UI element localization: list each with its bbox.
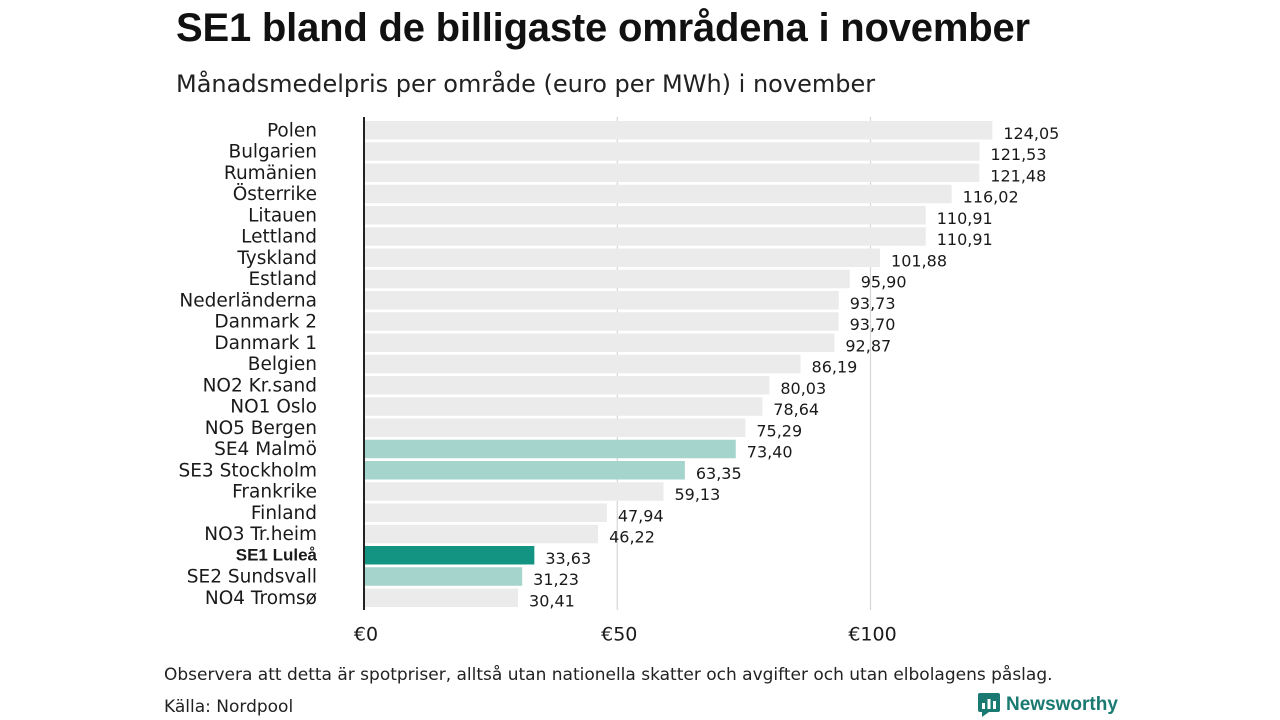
category-label: SE1 Luleå [236,546,318,565]
value-label: 110,91 [937,230,993,249]
value-label: 121,48 [990,166,1046,185]
category-label: Litauen [248,205,317,226]
category-label: NO1 Oslo [230,397,317,418]
bar [364,269,850,289]
category-label: Österrike [233,183,317,205]
value-label: 31,23 [533,570,579,589]
bar [364,354,801,374]
bar [364,121,993,140]
value-label: 75,29 [756,421,802,440]
value-label: 80,03 [780,379,826,398]
value-label: 78,64 [773,400,819,419]
category-label: NO3 Tr.heim [204,524,317,545]
newsworthy-logo-icon [978,693,1000,717]
category-label: Nederländerna [179,290,317,311]
value-label: 110,91 [937,209,993,228]
chart-title: SE1 bland de billigaste områdena i novem… [176,6,1030,50]
value-label: 93,73 [850,294,896,313]
bar [364,333,835,352]
value-label: 121,53 [991,145,1047,164]
brand-name: Newsworthy [1006,694,1118,715]
value-label: 93,70 [850,315,896,334]
category-label: SE4 Malmö [214,439,317,460]
bar [364,503,607,522]
bar [364,567,523,586]
category-label: Estland [248,269,317,290]
bar [364,439,736,459]
category-label: NO2 Kr.sand [203,375,317,396]
bar [364,418,746,437]
category-label: SE2 Sundsvall [187,567,317,588]
category-label: Tyskland [236,248,317,269]
bar [364,397,763,416]
chart-subtitle: Månadsmedelpris per område (euro per MWh… [176,70,876,98]
bar [364,248,881,267]
category-label: NO5 Bergen [205,418,317,439]
bar [364,227,926,246]
category-label: Belgien [248,354,317,375]
bar [364,588,519,607]
bar [364,312,839,331]
value-label: 101,88 [891,251,947,270]
bar [364,546,535,565]
category-label: Lettland [241,227,317,248]
brand-logo[interactable]: Newsworthy [978,693,1118,717]
category-label: Frankrike [232,482,317,503]
category-label: Polen [267,120,317,141]
value-label: 59,13 [674,485,720,504]
category-label: Danmark 1 [214,333,317,354]
bar [364,376,770,395]
bar [364,482,664,501]
x-tick-label: €0 [354,624,378,646]
category-label: NO4 Tromsø [205,588,317,609]
source-note: Källa: Nordpool [164,697,294,717]
bar [364,291,839,310]
category-label: Finland [251,503,317,524]
category-label: Rumänien [224,163,317,184]
category-label: Bulgarien [229,142,318,163]
value-label: 86,19 [812,358,858,377]
bar [364,142,980,161]
bar [364,206,926,225]
value-label: 47,94 [618,506,664,525]
value-label: 124,05 [1003,124,1059,143]
bar [364,163,980,182]
x-tick-label: €50 [601,624,637,646]
x-tick-label: €100 [848,624,896,646]
footnote: Observera att detta är spotpriser, allts… [164,665,1053,685]
bar-chart: Polen 124,05 Bulgarien 121,53 Rumänien 121,48… [179,117,1059,646]
value-label: 30,41 [529,591,575,610]
bar [364,524,599,544]
bar [364,461,685,480]
category-label: Danmark 2 [214,312,317,333]
value-label: 73,40 [747,443,793,462]
value-label: 92,87 [845,336,891,355]
value-label: 33,63 [545,549,591,568]
value-label: 46,22 [609,528,655,547]
bar [364,184,952,204]
category-label: SE3 Stockholm [179,460,318,481]
value-label: 95,90 [861,273,907,292]
value-label: 63,35 [696,464,742,483]
value-label: 116,02 [963,188,1019,207]
